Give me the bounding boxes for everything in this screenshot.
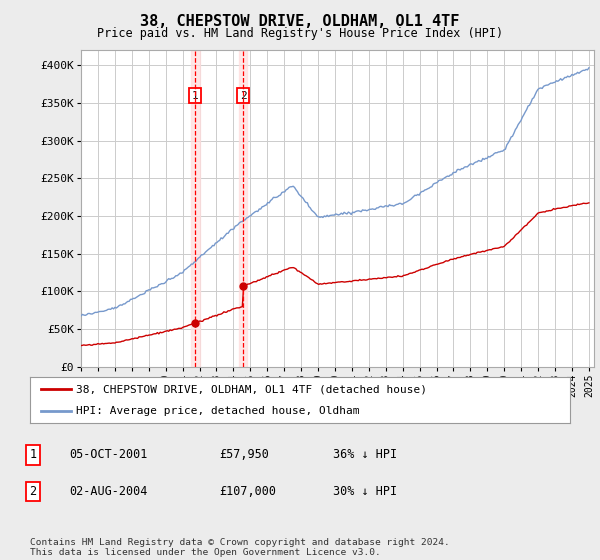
Text: 2: 2 [240,91,247,101]
Text: 2: 2 [29,485,37,498]
Text: £107,000: £107,000 [219,485,276,498]
Text: 1: 1 [192,91,199,101]
Text: Contains HM Land Registry data © Crown copyright and database right 2024.
This d: Contains HM Land Registry data © Crown c… [30,538,450,557]
Text: £57,950: £57,950 [219,448,269,461]
Text: 1: 1 [29,448,37,461]
Text: HPI: Average price, detached house, Oldham: HPI: Average price, detached house, Oldh… [76,407,359,416]
Text: 05-OCT-2001: 05-OCT-2001 [69,448,148,461]
Text: 36% ↓ HPI: 36% ↓ HPI [333,448,397,461]
Text: 38, CHEPSTOW DRIVE, OLDHAM, OL1 4TF: 38, CHEPSTOW DRIVE, OLDHAM, OL1 4TF [140,14,460,29]
Text: 30% ↓ HPI: 30% ↓ HPI [333,485,397,498]
Text: Price paid vs. HM Land Registry's House Price Index (HPI): Price paid vs. HM Land Registry's House … [97,27,503,40]
Bar [191,50,200,367]
Text: 02-AUG-2004: 02-AUG-2004 [69,485,148,498]
Text: 38, CHEPSTOW DRIVE, OLDHAM, OL1 4TF (detached house): 38, CHEPSTOW DRIVE, OLDHAM, OL1 4TF (det… [76,384,427,394]
Bar [239,50,247,367]
